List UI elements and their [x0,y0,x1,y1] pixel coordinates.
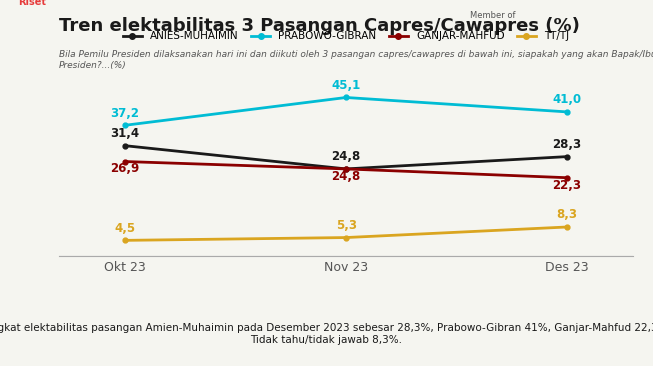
Text: Tingkat elektabilitas pasangan Amien-Muhaimin pada Desember 2023 sebesar 28,3%, : Tingkat elektabilitas pasangan Amien-Muh… [0,323,653,345]
Text: 24,8: 24,8 [332,170,360,183]
Text: Bila Pemilu Presiden dilaksanakan hari ini dan diikuti oleh 3 pasangan capres/ca: Bila Pemilu Presiden dilaksanakan hari i… [59,50,653,70]
Text: 37,2: 37,2 [110,107,140,120]
Text: 22,3: 22,3 [552,179,582,192]
Text: 5,3: 5,3 [336,219,357,232]
Text: 8,3: 8,3 [556,208,578,221]
Text: 4,5: 4,5 [114,222,136,235]
Text: 45,1: 45,1 [332,79,360,92]
Text: Tren elektabilitas 3 Pasangan Capres/Cawapres (%): Tren elektabilitas 3 Pasangan Capres/Caw… [59,17,580,35]
Text: 31,4: 31,4 [110,127,140,140]
Text: Member of: Member of [470,11,516,20]
Legend: ANIES-MUHAIMIN, PRABOWO-GIBRAN, GANJAR-MAHFUD, TT/TJ: ANIES-MUHAIMIN, PRABOWO-GIBRAN, GANJAR-M… [119,27,573,45]
Text: 41,0: 41,0 [552,93,582,107]
Text: 26,9: 26,9 [110,163,140,175]
Text: 28,3: 28,3 [552,138,582,151]
Text: Riset: Riset [18,0,46,7]
Text: 24,8: 24,8 [332,150,360,163]
